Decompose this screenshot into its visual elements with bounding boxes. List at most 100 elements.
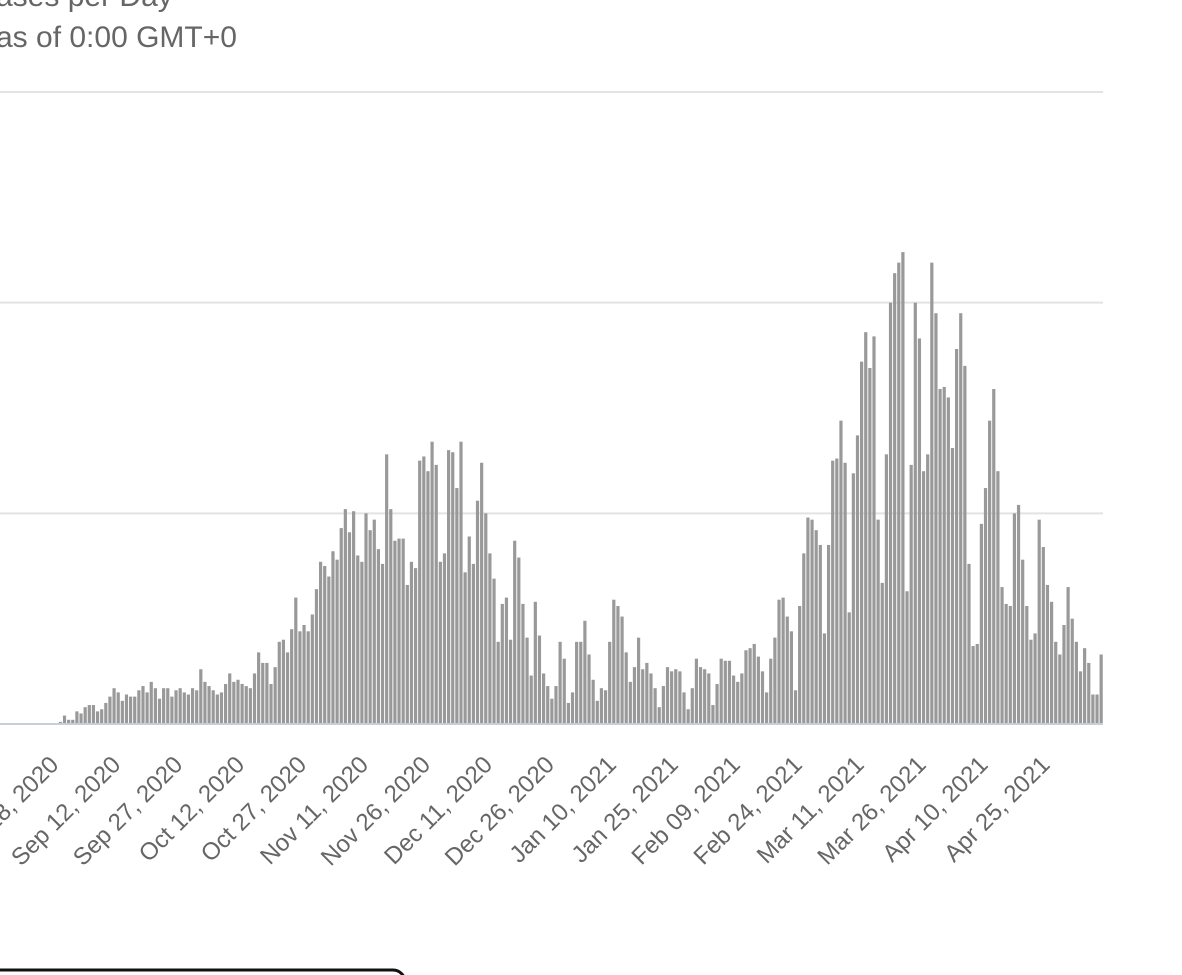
bar bbox=[612, 599, 616, 724]
bar bbox=[682, 692, 686, 724]
bar bbox=[851, 473, 855, 724]
bar bbox=[112, 688, 116, 724]
bar bbox=[393, 540, 397, 724]
bar bbox=[71, 719, 75, 724]
bar bbox=[686, 709, 690, 724]
bar bbox=[178, 688, 182, 724]
bar bbox=[752, 643, 756, 724]
bar bbox=[434, 464, 438, 724]
bar bbox=[376, 549, 380, 724]
bar bbox=[785, 616, 789, 724]
bar bbox=[418, 460, 422, 724]
bar bbox=[211, 690, 215, 724]
bar bbox=[959, 313, 963, 724]
bar bbox=[401, 538, 405, 724]
bar bbox=[847, 612, 851, 724]
bar bbox=[942, 386, 946, 724]
bar bbox=[413, 568, 418, 724]
bar bbox=[75, 711, 79, 724]
bar bbox=[521, 603, 525, 724]
bar bbox=[451, 452, 455, 724]
bar bbox=[257, 652, 261, 724]
bar bbox=[872, 336, 876, 724]
bar bbox=[657, 707, 661, 724]
bar bbox=[124, 694, 129, 724]
bar bbox=[162, 688, 166, 724]
bar bbox=[1037, 519, 1041, 724]
bar bbox=[930, 262, 934, 724]
bar bbox=[294, 597, 298, 724]
bar bbox=[909, 464, 913, 724]
bar bbox=[864, 332, 868, 724]
bar bbox=[1099, 654, 1103, 724]
bar bbox=[822, 633, 827, 724]
bar bbox=[641, 669, 645, 724]
bar bbox=[587, 654, 591, 724]
bar bbox=[603, 690, 608, 724]
bar bbox=[992, 389, 996, 724]
bar bbox=[756, 656, 760, 724]
bar bbox=[880, 582, 884, 724]
bar bbox=[566, 702, 570, 724]
bar bbox=[731, 675, 736, 724]
bar bbox=[1012, 513, 1017, 724]
bar bbox=[513, 540, 517, 724]
bar bbox=[670, 671, 674, 724]
bar bbox=[608, 641, 612, 724]
bar bbox=[1070, 618, 1074, 724]
bar bbox=[748, 648, 752, 724]
bar bbox=[87, 705, 91, 724]
bar bbox=[620, 616, 624, 724]
bar bbox=[442, 553, 447, 724]
bar bbox=[174, 690, 178, 724]
bar bbox=[616, 606, 620, 724]
bar bbox=[715, 683, 719, 724]
bar bbox=[711, 705, 715, 724]
bar bbox=[409, 561, 414, 724]
bar bbox=[591, 679, 595, 724]
button-edge[interactable] bbox=[0, 968, 405, 975]
bar bbox=[182, 692, 186, 724]
bar bbox=[777, 599, 781, 724]
bar bbox=[343, 509, 347, 724]
bar bbox=[533, 601, 537, 724]
bar bbox=[983, 488, 988, 724]
bar bbox=[579, 641, 583, 724]
bar bbox=[137, 690, 141, 724]
bar bbox=[562, 658, 566, 724]
bar bbox=[678, 671, 682, 724]
bar bbox=[504, 597, 509, 724]
bar bbox=[537, 635, 542, 724]
bar bbox=[100, 709, 104, 724]
bar bbox=[814, 530, 818, 724]
bar bbox=[203, 681, 207, 724]
bar bbox=[744, 650, 748, 724]
bar bbox=[1058, 654, 1062, 724]
bar bbox=[694, 658, 699, 724]
bar bbox=[281, 639, 286, 724]
bar bbox=[996, 471, 1000, 724]
bar bbox=[649, 673, 653, 724]
bar bbox=[447, 450, 451, 724]
bar bbox=[463, 572, 467, 724]
bar bbox=[339, 528, 343, 724]
bar bbox=[116, 692, 120, 724]
bar bbox=[492, 578, 496, 724]
bar bbox=[475, 500, 480, 724]
bar bbox=[141, 686, 145, 724]
bar bbox=[595, 700, 599, 724]
bar bbox=[645, 662, 649, 724]
bar bbox=[385, 454, 389, 724]
bar bbox=[277, 641, 281, 724]
bar bbox=[157, 698, 162, 724]
bar bbox=[244, 686, 248, 724]
bar bbox=[104, 702, 108, 724]
bar bbox=[298, 631, 302, 724]
bar bbox=[352, 511, 356, 724]
bar bbox=[1083, 648, 1087, 724]
bar bbox=[145, 692, 149, 724]
bar bbox=[950, 448, 955, 724]
bar bbox=[632, 667, 637, 724]
bar bbox=[1049, 601, 1054, 724]
